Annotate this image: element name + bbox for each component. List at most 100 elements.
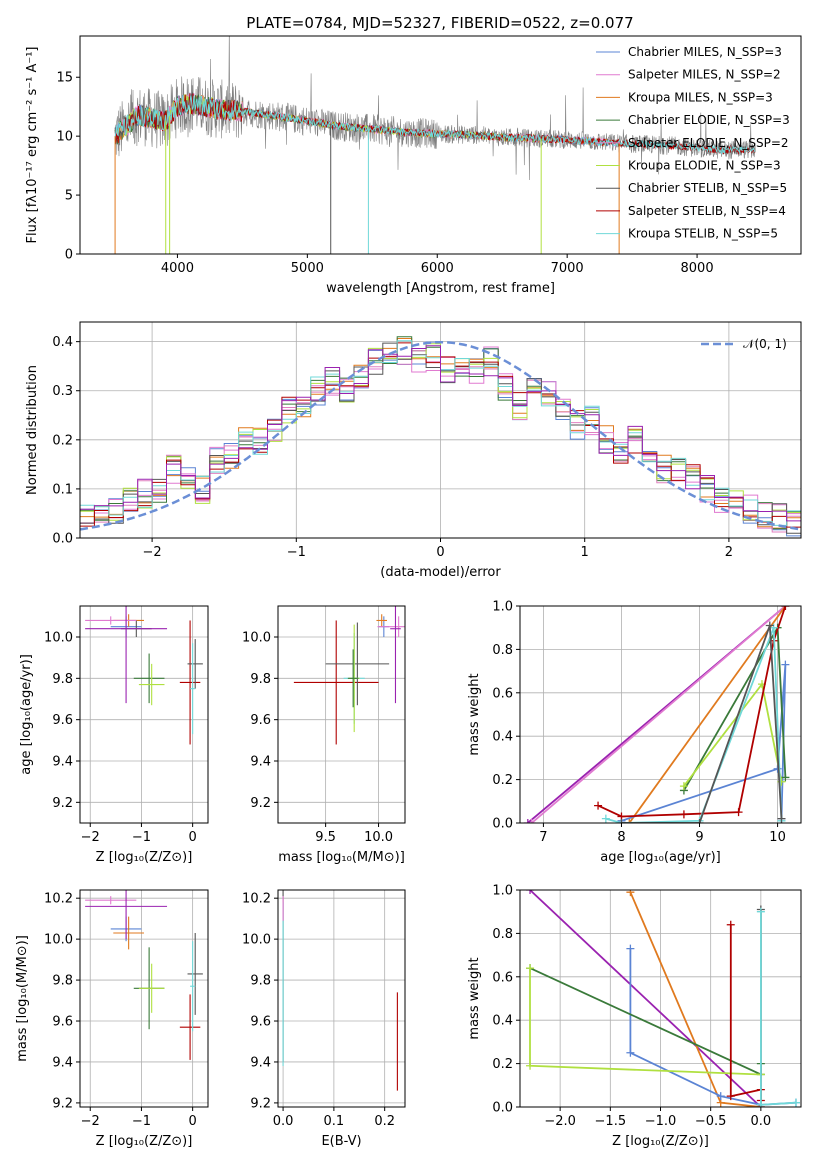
data-point xyxy=(325,622,390,706)
spectrum-lines xyxy=(114,36,756,254)
weight-marker xyxy=(726,1092,735,1101)
x-tick-label: −1 xyxy=(287,545,306,560)
error-bars xyxy=(85,606,203,745)
weight-series xyxy=(617,621,786,823)
axes-frame xyxy=(79,889,209,1108)
model-spectrum xyxy=(114,95,756,155)
residual-histogram-panel: −2 −1 0 1 2 0.0 0.1 0.2 0.3 0.4 (data-model)/error… xyxy=(25,321,802,580)
weight-marker xyxy=(781,606,790,610)
y-tick-label: 9.4 xyxy=(250,1055,271,1070)
y-tick-label: 0.0 xyxy=(492,817,513,832)
y-tick-label: 5 xyxy=(65,189,73,204)
mass-vs-metallicity-panel: −2 −1 0 9.2 9.4 9.6 9.8 10.0 10.2 Z [log₁₀(Z/Z⊙)]… xyxy=(15,889,209,1149)
y-axis-label: Flux [fλ10⁻¹⁷ erg cm⁻² s⁻¹ A⁻¹] xyxy=(25,47,40,244)
ticks: −2 −1 0 9.2 9.4 9.6 9.8 10.0 xyxy=(44,631,197,846)
weight-marker xyxy=(781,773,790,782)
weight-line xyxy=(621,664,787,822)
data-point xyxy=(85,606,168,704)
y-tick-label: 0.0 xyxy=(492,1101,513,1116)
weight-line xyxy=(621,625,783,823)
mass-vs-ebv-panel: 0.0 0.1 0.2 9.2 9.4 9.6 9.8 10.0 10.2 E(B-V) xyxy=(242,889,406,1149)
weight-series xyxy=(526,964,765,1079)
x-tick-label: −2.0 xyxy=(544,1114,576,1129)
x-tick-label: 5000 xyxy=(291,261,324,276)
data-point xyxy=(190,941,196,1032)
weight-marker xyxy=(679,782,688,791)
legend: Chabrier MILES, N_SSP=3 Salpeter MILES, N… xyxy=(596,45,790,241)
y-tick-label: 9.8 xyxy=(250,672,271,687)
weight-marker xyxy=(781,660,790,669)
weight-series xyxy=(527,606,790,823)
data-point xyxy=(179,994,201,1060)
weight-series xyxy=(726,920,765,1105)
y-tick-label: 10.0 xyxy=(44,933,73,948)
y-tick-label: 10.2 xyxy=(242,892,271,907)
y-tick-label: 10.0 xyxy=(242,631,271,646)
x-axis-label: Z [log₁₀(Z/Z⊙)] xyxy=(612,1134,709,1149)
ticks: 0.0 0.1 0.2 9.2 9.4 9.6 9.8 10.0 10.2 xyxy=(242,892,395,1129)
error-bars xyxy=(282,890,398,1091)
x-tick-label: −2 xyxy=(81,1114,100,1129)
weight-marker xyxy=(734,808,743,817)
weight-marker xyxy=(601,814,610,823)
data-point xyxy=(138,963,165,1013)
y-tick-label: 10.0 xyxy=(242,933,271,948)
legend-label: Chabrier ELODIE, N_SSP=3 xyxy=(628,113,790,127)
y-tick-label: 10.2 xyxy=(44,892,73,907)
y-tick-label: 9.4 xyxy=(52,1055,73,1070)
weight-line xyxy=(529,967,762,1076)
x-tick-label: −2 xyxy=(81,830,100,845)
x-tick-label: 0.0 xyxy=(751,1114,772,1129)
y-axis-label: mass weight xyxy=(467,673,482,755)
weight-series xyxy=(679,680,786,791)
y-tick-label: 0.4 xyxy=(492,1014,513,1029)
data-point xyxy=(133,653,165,704)
x-axis-label: (data-model)/error xyxy=(380,565,501,580)
legend-label: Chabrier MILES, N_SSP=3 xyxy=(628,45,782,59)
weight-series xyxy=(526,964,765,1079)
axes-frame xyxy=(519,889,802,1108)
weight-line xyxy=(760,911,797,1106)
x-tick-label: −2 xyxy=(143,545,162,560)
weight-marker xyxy=(523,819,532,823)
weight-marker xyxy=(526,1061,535,1070)
weight-line xyxy=(529,890,762,1107)
weight-marker xyxy=(617,819,626,823)
normal-curve xyxy=(80,340,799,531)
x-tick-label: 9.5 xyxy=(315,830,336,845)
legend: 𝒩(0, 1) xyxy=(701,337,787,351)
weight-marker xyxy=(526,890,535,894)
age-vs-metallicity-panel: −2 −1 0 9.2 9.4 9.6 9.8 10.0 Z [log₁₀(Z/Z⊙)] age … xyxy=(19,605,209,865)
data-point xyxy=(390,606,401,704)
weight-series xyxy=(526,890,765,1107)
mass-weight-vs-metallicity-panel: −2.0 −1.5 −1.0 −0.5 0.0 0.0 0.2 0.4 0.6 0.8 1.0 Z [… xyxy=(467,884,802,1149)
data-point xyxy=(347,649,359,708)
weight-marker xyxy=(527,819,536,823)
data-point xyxy=(85,896,137,905)
ticks: −2 −1 0 9.2 9.4 9.6 9.8 10.0 10.2 xyxy=(44,892,197,1129)
y-tick-label: 0.4 xyxy=(52,335,73,350)
x-tick-label: 8 xyxy=(617,830,625,845)
weight-series xyxy=(617,660,790,823)
data-point xyxy=(179,620,201,745)
y-tick-label: 9.2 xyxy=(250,1096,271,1111)
y-tick-label: 9.8 xyxy=(52,974,73,989)
grid xyxy=(278,890,405,1107)
observed-spectrum xyxy=(114,36,756,181)
x-tick-label: 4000 xyxy=(161,261,194,276)
x-tick-label: 0 xyxy=(188,830,196,845)
x-axis-label: Z [log₁₀(Z/Z⊙)] xyxy=(96,1134,193,1149)
y-tick-label: 0.8 xyxy=(492,643,513,658)
data-point xyxy=(85,616,137,625)
y-tick-label: 9.6 xyxy=(250,1015,271,1030)
weight-marker xyxy=(756,907,765,916)
y-tick-label: 0.2 xyxy=(492,773,513,788)
weight-line xyxy=(629,891,761,1107)
weight-marker xyxy=(777,814,786,823)
x-tick-label: 10 xyxy=(769,830,786,845)
y-tick-label: 9.6 xyxy=(250,713,271,728)
y-tick-label: 0.0 xyxy=(52,532,73,547)
histogram-step xyxy=(80,345,801,522)
weight-line xyxy=(605,627,783,823)
